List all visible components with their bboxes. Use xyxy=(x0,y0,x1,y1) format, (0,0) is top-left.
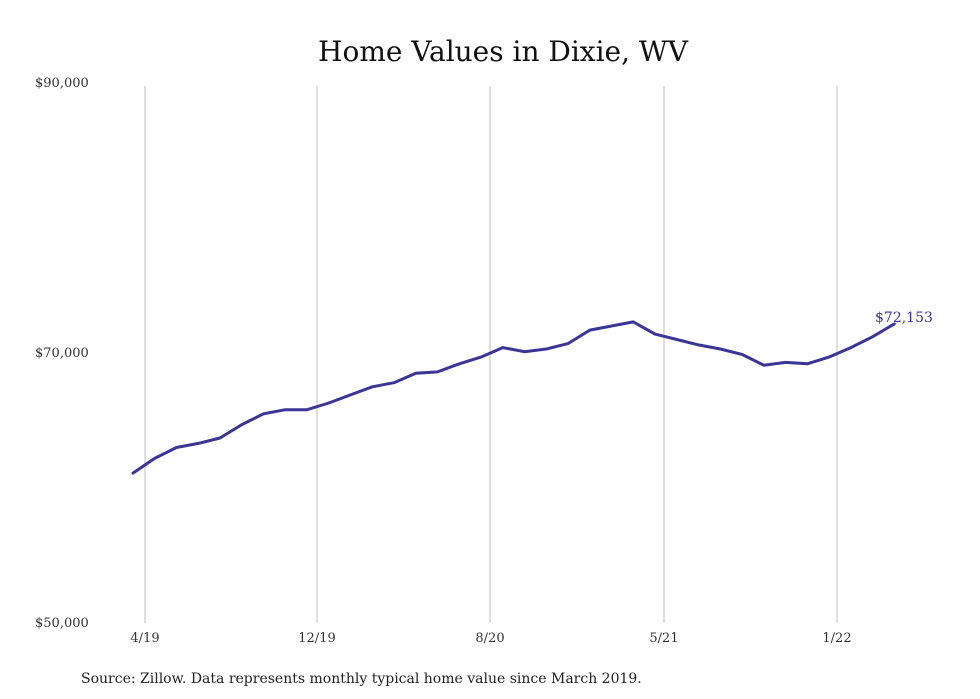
x-tick-label: 8/20 xyxy=(475,631,504,646)
source-note: Source: Zillow. Data represents monthly … xyxy=(81,671,642,687)
vertical-gridlines xyxy=(144,86,838,623)
y-axis-ticks: $90,000 $70,000 $50,000 xyxy=(35,76,89,631)
chart-title: Home Values in Dixie, WV xyxy=(318,35,689,68)
x-tick-label: 1/22 xyxy=(822,631,851,646)
x-tick-label: 12/19 xyxy=(298,631,335,646)
y-tick-label: $70,000 xyxy=(35,346,89,361)
home-value-line xyxy=(131,320,896,475)
x-tick-label: 5/21 xyxy=(649,631,678,646)
y-tick-label: $50,000 xyxy=(35,616,89,631)
y-tick-label: $90,000 xyxy=(35,76,89,91)
end-value-label: $72,153 xyxy=(875,310,933,326)
x-tick-label: 4/19 xyxy=(130,631,159,646)
x-axis-ticks: 4/19 12/19 8/20 5/21 1/22 xyxy=(130,631,851,646)
